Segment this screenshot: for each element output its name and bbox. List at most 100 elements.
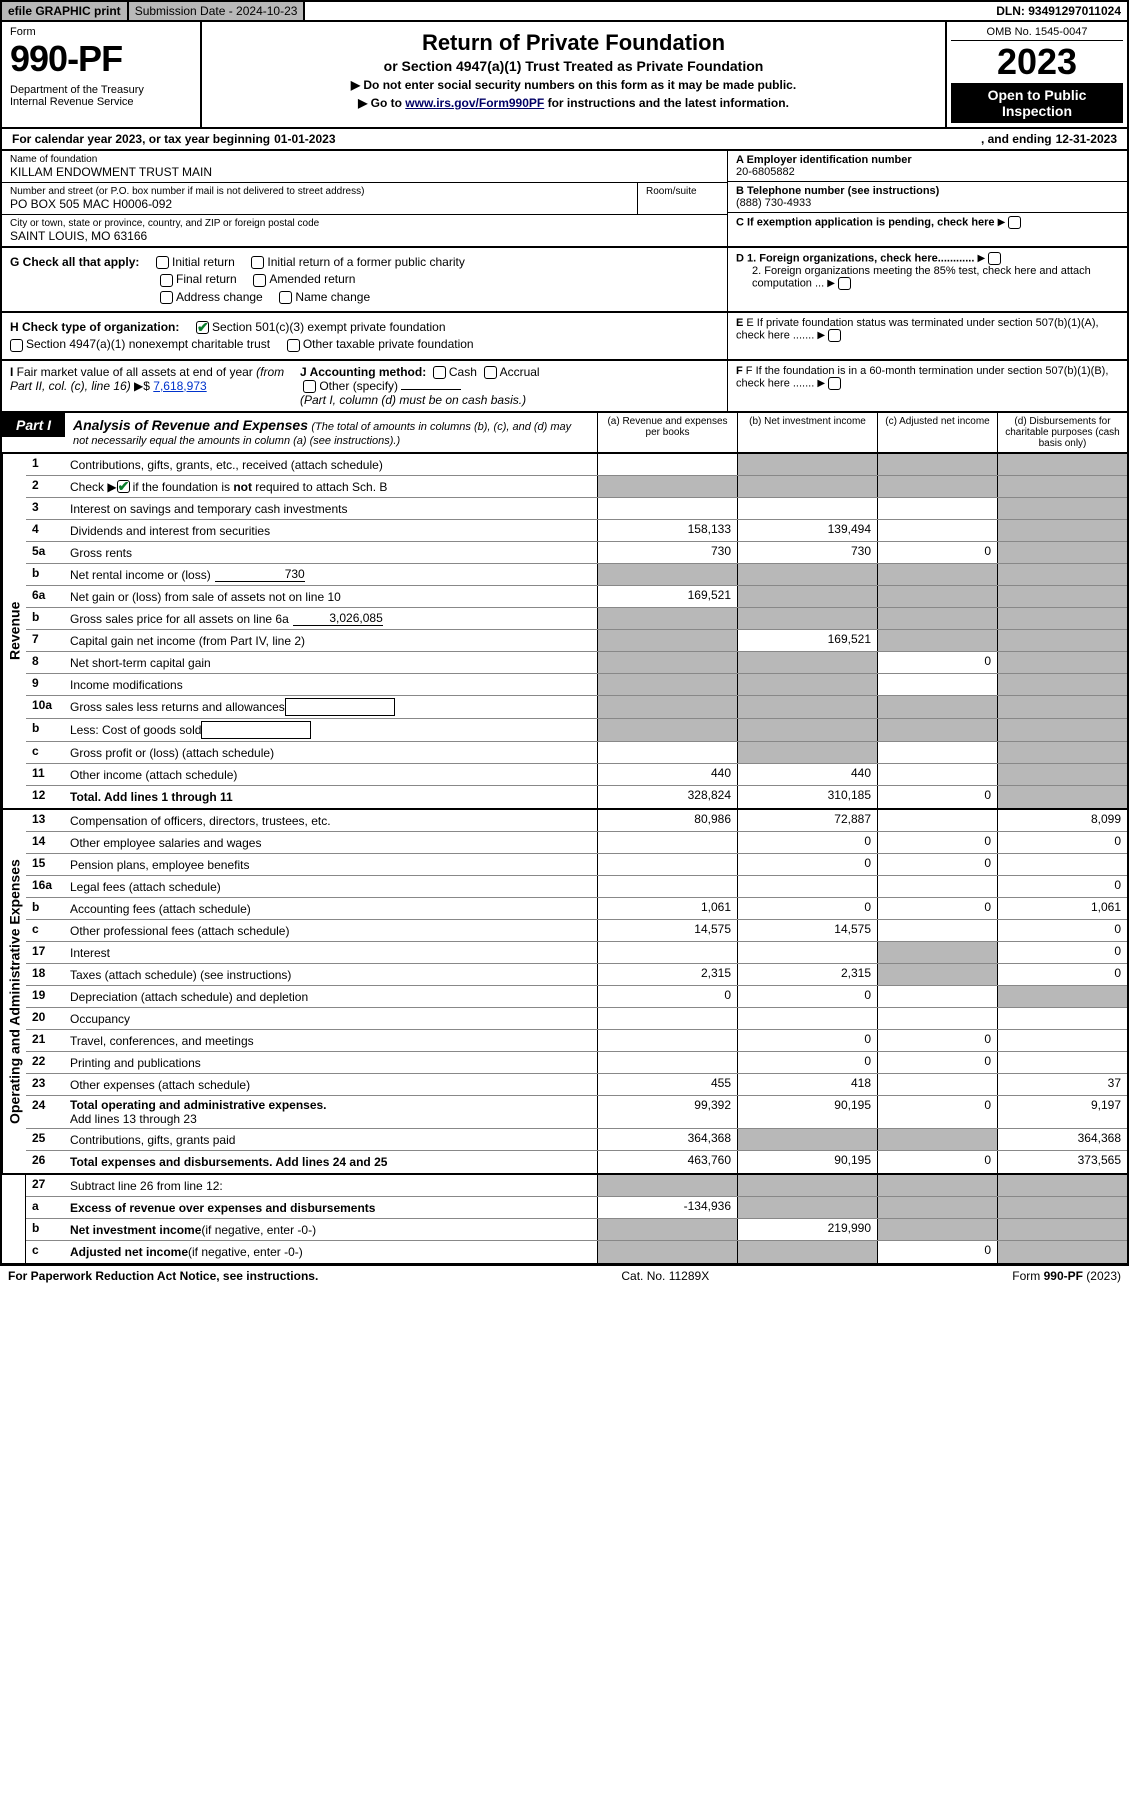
dln: DLN: 93491297011024 xyxy=(990,2,1127,20)
j-note: (Part I, column (d) must be on cash basi… xyxy=(300,393,526,407)
d2-label: 2. Foreign organizations meeting the 85%… xyxy=(752,265,1091,289)
address-checkbox[interactable] xyxy=(160,291,173,304)
line-19: 19Depreciation (attach schedule) and dep… xyxy=(26,986,1127,1008)
irs-link[interactable]: www.irs.gov/Form990PF xyxy=(405,96,544,110)
other-label: Other (specify) xyxy=(319,379,398,393)
amended-label: Amended return xyxy=(269,272,355,286)
line-1: 1Contributions, gifts, grants, etc., rec… xyxy=(26,454,1127,476)
line-27c: cAdjusted net income (if negative, enter… xyxy=(26,1241,1127,1263)
h1-label: Section 501(c)(3) exempt private foundat… xyxy=(212,320,445,334)
h-row2: Section 4947(a)(1) nonexempt charitable … xyxy=(10,337,719,351)
l10a-label: Gross sales less returns and allowances xyxy=(70,700,285,714)
line-5a: 5aGross rents7307300 xyxy=(26,542,1127,564)
c-checkbox[interactable] xyxy=(1008,216,1021,229)
d2-checkbox[interactable] xyxy=(838,277,851,290)
accrual-label: Accrual xyxy=(500,365,540,379)
l10b-label: Less: Cost of goods sold xyxy=(70,723,201,737)
c-cell: C If exemption application is pending, c… xyxy=(728,213,1127,232)
l6b-val: 3,026,085 xyxy=(293,611,383,626)
instruction-1: ▶ Do not enter social security numbers o… xyxy=(212,78,935,92)
d1-label: D 1. Foreign organizations, check here..… xyxy=(736,252,974,264)
f-label: F If the foundation is in a 60-month ter… xyxy=(736,365,1108,389)
h-section: H Check type of organization: Section 50… xyxy=(0,313,1129,361)
form-label: Form xyxy=(10,26,192,38)
line27-table: 27Subtract line 26 from line 12: aExcess… xyxy=(0,1175,1129,1265)
h3-checkbox[interactable] xyxy=(287,339,300,352)
g-left: G Check all that apply: Initial return I… xyxy=(2,248,727,311)
arrow-icon xyxy=(817,329,825,341)
f-checkbox[interactable] xyxy=(828,377,841,390)
amended-checkbox[interactable] xyxy=(253,274,266,287)
ij-left: I Fair market value of all assets at end… xyxy=(2,361,727,412)
expenses-side-label: Operating and Administrative Expenses xyxy=(2,810,26,1173)
h1-checkbox[interactable] xyxy=(196,321,209,334)
other-line xyxy=(401,389,461,390)
line-25: 25Contributions, gifts, grants paid364,3… xyxy=(26,1129,1127,1151)
schb-checkbox[interactable] xyxy=(117,480,130,493)
name-label: Name of foundation xyxy=(10,154,719,165)
h2-checkbox[interactable] xyxy=(10,339,23,352)
d1-checkbox[interactable] xyxy=(988,252,1001,265)
l6b-label: Gross sales price for all assets on line… xyxy=(70,612,289,626)
address-label: Address change xyxy=(176,290,263,304)
e-right: E E If private foundation status was ter… xyxy=(727,313,1127,359)
revenue-side-label: Revenue xyxy=(2,454,26,808)
l24b-label: Add lines 13 through 23 xyxy=(70,1112,197,1126)
col-b-header: (b) Net investment income xyxy=(737,413,877,452)
cash-label: Cash xyxy=(449,365,477,379)
l10b-box xyxy=(201,721,311,739)
fmv-link[interactable]: 7,618,973 xyxy=(153,379,206,393)
open-inspection: Open to Public Inspection xyxy=(951,83,1123,123)
e-checkbox[interactable] xyxy=(828,329,841,342)
line-13: 13Compensation of officers, directors, t… xyxy=(26,810,1127,832)
h-left: H Check type of organization: Section 50… xyxy=(2,313,727,359)
ein-label: A Employer identification number xyxy=(736,154,1119,166)
initial-label: Initial return xyxy=(172,255,235,269)
initial-former-checkbox[interactable] xyxy=(251,256,264,269)
initial-checkbox[interactable] xyxy=(156,256,169,269)
d1-row: D 1. Foreign organizations, check here..… xyxy=(736,252,1119,265)
calyear-end: 12-31-2023 xyxy=(1056,132,1117,146)
line-24: 24Total operating and administrative exp… xyxy=(26,1096,1127,1129)
line-5b: bNet rental income or (loss)730 xyxy=(26,564,1127,586)
calyear-mid: , and ending xyxy=(981,132,1052,146)
street-label: Number and street (or P.O. box number if… xyxy=(10,186,629,197)
g-row3: Address change Name change xyxy=(10,290,719,304)
line-6a: 6aNet gain or (loss) from sale of assets… xyxy=(26,586,1127,608)
arrow-icon xyxy=(998,216,1006,228)
arrow-icon xyxy=(827,277,835,289)
part-tab: Part I xyxy=(2,413,65,437)
form-number: 990-PF xyxy=(10,38,192,80)
line-21: 21Travel, conferences, and meetings00 xyxy=(26,1030,1127,1052)
cash-checkbox[interactable] xyxy=(433,366,446,379)
col-c-header: (c) Adjusted net income xyxy=(877,413,997,452)
entity-section: Name of foundation KILLAM ENDOWMENT TRUS… xyxy=(0,151,1129,248)
calyear-begin: 01-01-2023 xyxy=(274,132,335,146)
f-row: F F If the foundation is in a 60-month t… xyxy=(736,365,1119,390)
footer-right: Form 990-PF (2023) xyxy=(1012,1269,1121,1283)
c-label: C If exemption application is pending, c… xyxy=(736,216,995,228)
j-label: J Accounting method: xyxy=(300,365,426,379)
d2-row: 2. Foreign organizations meeting the 85%… xyxy=(736,265,1119,290)
h2-label: Section 4947(a)(1) nonexempt charitable … xyxy=(26,337,270,351)
line-6b: bGross sales price for all assets on lin… xyxy=(26,608,1127,630)
final-checkbox[interactable] xyxy=(160,274,173,287)
l5b-val: 730 xyxy=(215,567,305,582)
namechange-checkbox[interactable] xyxy=(279,291,292,304)
line-22: 22Printing and publications00 xyxy=(26,1052,1127,1074)
form-title: Return of Private Foundation xyxy=(212,30,935,56)
footer: For Paperwork Reduction Act Notice, see … xyxy=(0,1265,1129,1286)
other-checkbox[interactable] xyxy=(303,380,316,393)
city-value: SAINT LOUIS, MO 63166 xyxy=(10,229,719,243)
omb-number: OMB No. 1545-0047 xyxy=(951,26,1123,41)
street-row: Number and street (or P.O. box number if… xyxy=(2,183,727,215)
instruction-2: ▶ Go to www.irs.gov/Form990PF for instru… xyxy=(212,96,935,110)
footer-left: For Paperwork Reduction Act Notice, see … xyxy=(8,1269,318,1283)
foundation-name-cell: Name of foundation KILLAM ENDOWMENT TRUS… xyxy=(2,151,727,183)
accrual-checkbox[interactable] xyxy=(484,366,497,379)
l2-pre: Check ▶ xyxy=(70,480,117,494)
phone-value: (888) 730-4933 xyxy=(736,197,1119,209)
l10a-box xyxy=(285,698,395,716)
header-right: OMB No. 1545-0047 2023 Open to Public In… xyxy=(947,22,1127,127)
col-a-header: (a) Revenue and expenses per books xyxy=(597,413,737,452)
